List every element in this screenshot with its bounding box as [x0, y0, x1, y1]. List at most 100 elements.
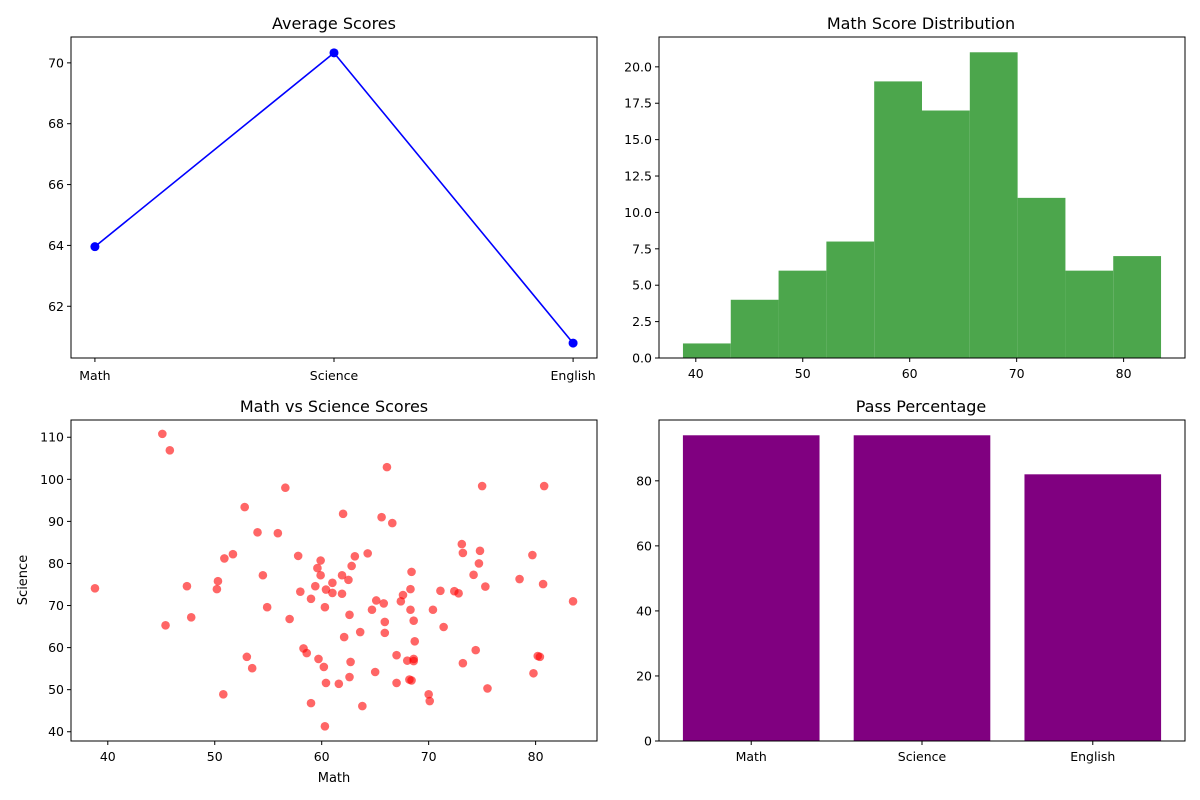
- scatter-point: [377, 512, 386, 522]
- scatter-point: [345, 672, 354, 682]
- scatter-point: [345, 610, 354, 620]
- scatter-point: [262, 602, 272, 612]
- plot-area-math-distribution: 40 50 60 70 80 0.0 2.5 5.0 7.5 10.0 12.5 15.0 17.5 20…: [624, 52, 1162, 381]
- scatter-point: [293, 551, 303, 561]
- scatter-point: [302, 648, 312, 658]
- scatter-point: [454, 589, 463, 598]
- scatter-point: [165, 445, 175, 455]
- scatter-point: [258, 570, 268, 580]
- scatter-point: [406, 584, 415, 594]
- hist-ytick-label: 0.0: [632, 351, 652, 366]
- scatter-point: [339, 632, 349, 642]
- scatter-point: [319, 662, 329, 672]
- scatter-ytick-label: 80: [48, 556, 64, 571]
- scatter-point: [320, 721, 330, 731]
- scatter-ytick-label: 50: [48, 682, 64, 697]
- scatter-xtick-label: 70: [421, 749, 437, 764]
- histogram-bar: [1113, 256, 1162, 358]
- scatter-xtick-label: 40: [100, 749, 116, 764]
- hist-ytick-label: 2.5: [632, 314, 652, 329]
- hist-ytick-label: 10.0: [624, 205, 652, 220]
- hist-ytick-label: 17.5: [624, 96, 652, 111]
- hist-xtick-label: 40: [688, 366, 704, 381]
- histogram-bar: [922, 110, 970, 359]
- scatter-point: [481, 582, 490, 591]
- histogram-bar: [969, 52, 1018, 359]
- scatter-point: [328, 578, 337, 588]
- scatter-point: [186, 613, 196, 622]
- hist-xtick-label: 80: [1116, 366, 1132, 381]
- scatter-point: [382, 462, 392, 472]
- scatter-point: [515, 574, 524, 584]
- scatter-point: [398, 590, 408, 600]
- scatter-point: [379, 599, 389, 608]
- pass-xtick-label: Science: [898, 749, 947, 764]
- scatter-point: [409, 616, 418, 625]
- bar-science: [853, 435, 991, 741]
- scatter-point: [219, 690, 228, 699]
- scatter-point: [306, 594, 316, 604]
- scatter-point: [338, 509, 348, 519]
- scatter-point: [285, 614, 294, 624]
- x-axis-label-math: Math: [318, 771, 351, 786]
- scatter-point: [469, 570, 478, 580]
- scatter-point: [334, 679, 344, 689]
- scatter-point: [535, 652, 545, 662]
- scatter-ytick-label: 70: [48, 598, 64, 613]
- scatter-point: [367, 605, 377, 615]
- panel-math-distribution: Math Score Distribution 40 50 60 70 80 0.0 2.5…: [624, 14, 1186, 381]
- scatter-point: [296, 587, 305, 596]
- scatter-point: [428, 605, 438, 615]
- avg-xtick-label: Science: [310, 368, 359, 383]
- scatter-point: [458, 548, 468, 558]
- scatter-point: [407, 567, 416, 577]
- scatter-point: [439, 622, 448, 632]
- scatter-ytick-label: 110: [40, 430, 64, 445]
- scatter-point: [247, 663, 257, 673]
- hist-ytick-label: 20.0: [624, 59, 652, 74]
- pass-ytick-label: 60: [636, 538, 652, 553]
- scatter-point: [328, 588, 337, 598]
- scatter-point: [321, 585, 331, 594]
- histogram-bar: [874, 81, 922, 358]
- scatter-point: [316, 556, 325, 565]
- histogram-bar: [682, 343, 731, 358]
- scatter-point: [475, 546, 485, 556]
- scatter-ytick-label: 100: [40, 472, 64, 487]
- histogram-bar: [730, 299, 779, 358]
- pass-ytick-label: 20: [636, 668, 652, 683]
- scatter-point: [320, 602, 330, 612]
- scatter-point: [212, 584, 222, 594]
- scatter-point: [213, 576, 223, 586]
- scatter-xtick-label: 80: [528, 749, 544, 764]
- scatter-point: [528, 550, 537, 560]
- scatter-point: [387, 518, 397, 528]
- pass-xtick-label: Math: [736, 749, 767, 764]
- scatter-point: [538, 579, 548, 589]
- scatter-point: [316, 570, 325, 580]
- panel-average-scores: Average Scores Math Science English 62 64 66 6…: [48, 14, 598, 383]
- avg-xtick-label: English: [551, 368, 596, 383]
- avg-ytick-label: 66: [48, 177, 64, 192]
- scatter-ytick-label: 90: [48, 514, 64, 529]
- scatter-point: [410, 636, 420, 646]
- scatter-point: [158, 429, 167, 439]
- bar-math: [682, 435, 820, 741]
- hist-xtick-label: 50: [795, 366, 811, 381]
- chart-title-math-distribution: Math Score Distribution: [827, 14, 1015, 33]
- panel-math-vs-science: Math vs Science Scores 40 50 60 70 80 40 50 60 7…: [16, 397, 598, 786]
- avg-ytick-label: 68: [48, 116, 64, 131]
- scatter-point: [370, 667, 380, 677]
- chart-title-average-scores: Average Scores: [272, 14, 396, 33]
- plot-area-average-scores: Math Science English 62 64 66 68 70: [48, 48, 596, 383]
- hist-ytick-label: 5.0: [632, 278, 652, 293]
- plot-area-math-vs-science: 40 50 60 70 80 40 50 60 70 80 90 100 110: [40, 429, 578, 764]
- scatter-point: [392, 650, 401, 660]
- scatter-point: [220, 554, 229, 563]
- hist-xtick-label: 60: [902, 366, 918, 381]
- scatter-point: [281, 483, 290, 493]
- scatter-point: [477, 481, 487, 491]
- bar-english: [1024, 474, 1162, 741]
- scatter-point: [363, 549, 372, 558]
